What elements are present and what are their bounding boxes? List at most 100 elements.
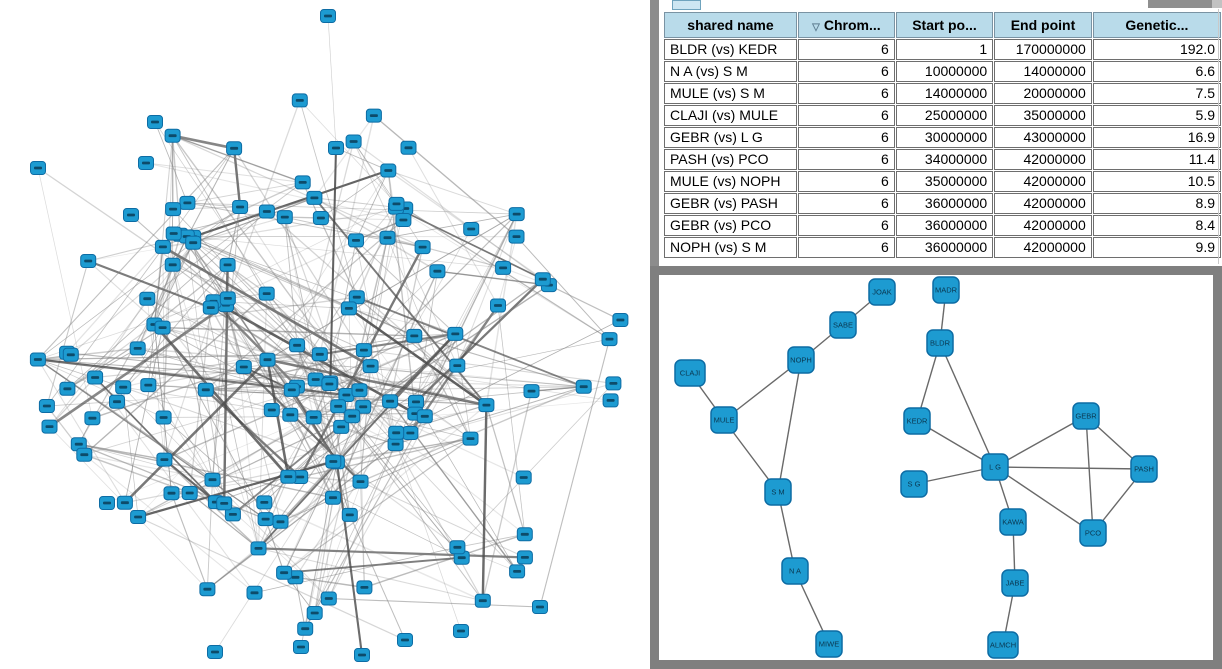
network-edge[interactable] — [356, 207, 397, 298]
network-edge[interactable] — [123, 358, 269, 504]
network-edge[interactable] — [359, 366, 372, 482]
node-MULE[interactable]: MULE — [710, 406, 738, 434]
network-edge[interactable] — [328, 443, 397, 599]
network-node[interactable] — [341, 507, 358, 522]
network-node[interactable] — [355, 399, 372, 414]
network-edge[interactable] — [258, 432, 397, 549]
table-row[interactable]: BLDR (vs) KEDR 6 1 170000000 192.0 — [664, 39, 1221, 60]
network-edge[interactable] — [424, 400, 611, 417]
table-cell[interactable]: 9.9 — [1092, 237, 1221, 258]
network-edge[interactable] — [258, 548, 525, 558]
network-node[interactable] — [354, 648, 370, 662]
table-cell[interactable]: NOPH (vs) S M — [664, 237, 797, 258]
network-edge[interactable] — [172, 264, 259, 549]
network-edge[interactable] — [263, 501, 484, 602]
network-edge[interactable] — [147, 246, 164, 386]
network-edge[interactable] — [163, 458, 217, 503]
network-node[interactable] — [282, 407, 299, 422]
network-edge[interactable] — [387, 237, 504, 269]
network-node[interactable] — [62, 347, 79, 362]
network-edge[interactable] — [314, 401, 391, 614]
network-edge[interactable] — [225, 304, 281, 522]
table-cell[interactable]: 6 — [797, 83, 895, 104]
table-cell[interactable]: 42000000 — [994, 193, 1092, 214]
network-node[interactable] — [219, 291, 236, 306]
network-edge[interactable] — [415, 278, 544, 403]
node-CLAJI[interactable]: CLAJI — [674, 359, 706, 387]
table-cell[interactable]: 8.9 — [1092, 193, 1221, 214]
network-node[interactable] — [523, 384, 540, 399]
network-edge[interactable] — [364, 533, 526, 589]
network-edge[interactable] — [154, 203, 397, 325]
network-node[interactable] — [365, 108, 382, 123]
network-edge[interactable] — [145, 162, 303, 183]
network-node[interactable] — [490, 298, 506, 313]
network-edge[interactable] — [346, 394, 524, 479]
network-edge[interactable] — [389, 246, 424, 402]
network-edge[interactable] — [994, 415, 1087, 468]
network-node[interactable] — [306, 606, 323, 620]
network-edge[interactable] — [359, 481, 365, 588]
table-row[interactable]: MULE (vs) NOPH 6 35000000 42000000 10.5 — [664, 171, 1221, 192]
network-edge[interactable] — [396, 319, 621, 434]
network-node[interactable] — [246, 585, 263, 600]
network-edge[interactable] — [171, 135, 174, 210]
network-edge[interactable] — [370, 365, 584, 388]
network-edge[interactable] — [162, 326, 487, 406]
table-cell[interactable]: CLAJI (vs) MULE — [664, 105, 797, 126]
table-cell[interactable]: 6 — [797, 105, 895, 126]
network-edge[interactable] — [777, 359, 802, 493]
network-node[interactable] — [312, 211, 329, 225]
network-node[interactable] — [305, 410, 322, 425]
network-node[interactable] — [516, 527, 533, 542]
network-edge[interactable] — [335, 462, 364, 656]
network-node[interactable] — [283, 382, 300, 397]
network-edge[interactable] — [163, 135, 174, 418]
network-node[interactable] — [147, 115, 163, 129]
network-node[interactable] — [612, 313, 629, 327]
network-edge[interactable] — [186, 236, 207, 390]
node-PASH[interactable]: PASH — [1130, 455, 1158, 483]
table-cell[interactable]: 16.9 — [1092, 127, 1221, 148]
network-node[interactable] — [601, 332, 618, 347]
network-edge[interactable] — [415, 401, 471, 439]
network-edge[interactable] — [49, 377, 96, 428]
table-cell[interactable]: 36000000 — [895, 193, 994, 214]
network-node[interactable] — [138, 156, 154, 170]
network-edge[interactable] — [162, 326, 415, 337]
node-PCO[interactable]: PCO — [1079, 519, 1107, 547]
network-node[interactable] — [155, 410, 172, 425]
network-edge[interactable] — [373, 115, 517, 238]
network-edge[interactable] — [284, 216, 347, 396]
network-edge[interactable] — [994, 466, 1145, 470]
network-edge[interactable] — [137, 236, 188, 349]
network-edge[interactable] — [258, 333, 456, 549]
network-node[interactable] — [109, 394, 125, 409]
network-node[interactable] — [84, 411, 101, 426]
network-edge[interactable] — [437, 270, 549, 286]
network-edge[interactable] — [205, 389, 225, 504]
table-cell[interactable]: 6 — [797, 237, 895, 258]
network-edge[interactable] — [37, 167, 93, 419]
network-edge[interactable] — [122, 387, 139, 518]
network-edge[interactable] — [315, 378, 584, 388]
network-edge[interactable] — [193, 242, 350, 309]
table-cell[interactable]: 6 — [797, 215, 895, 236]
network-edge[interactable] — [207, 432, 411, 590]
network-edge[interactable] — [264, 383, 331, 520]
node-SM[interactable]: S M — [764, 478, 792, 506]
network-edge[interactable] — [328, 597, 541, 608]
network-edge[interactable] — [37, 358, 266, 520]
network-edge[interactable] — [294, 577, 306, 629]
network-node[interactable] — [463, 222, 480, 236]
network-edge[interactable] — [337, 406, 484, 601]
network-edge[interactable] — [187, 181, 303, 204]
network-edge[interactable] — [37, 359, 266, 520]
network-edge[interactable] — [192, 169, 389, 238]
node-KAWA[interactable]: KAWA — [999, 508, 1027, 536]
network-node[interactable] — [356, 580, 373, 595]
node-NA[interactable]: N A — [781, 557, 809, 585]
node-JABE[interactable]: JABE — [1001, 569, 1029, 597]
network-node[interactable] — [602, 393, 619, 408]
network-node[interactable] — [534, 272, 551, 287]
